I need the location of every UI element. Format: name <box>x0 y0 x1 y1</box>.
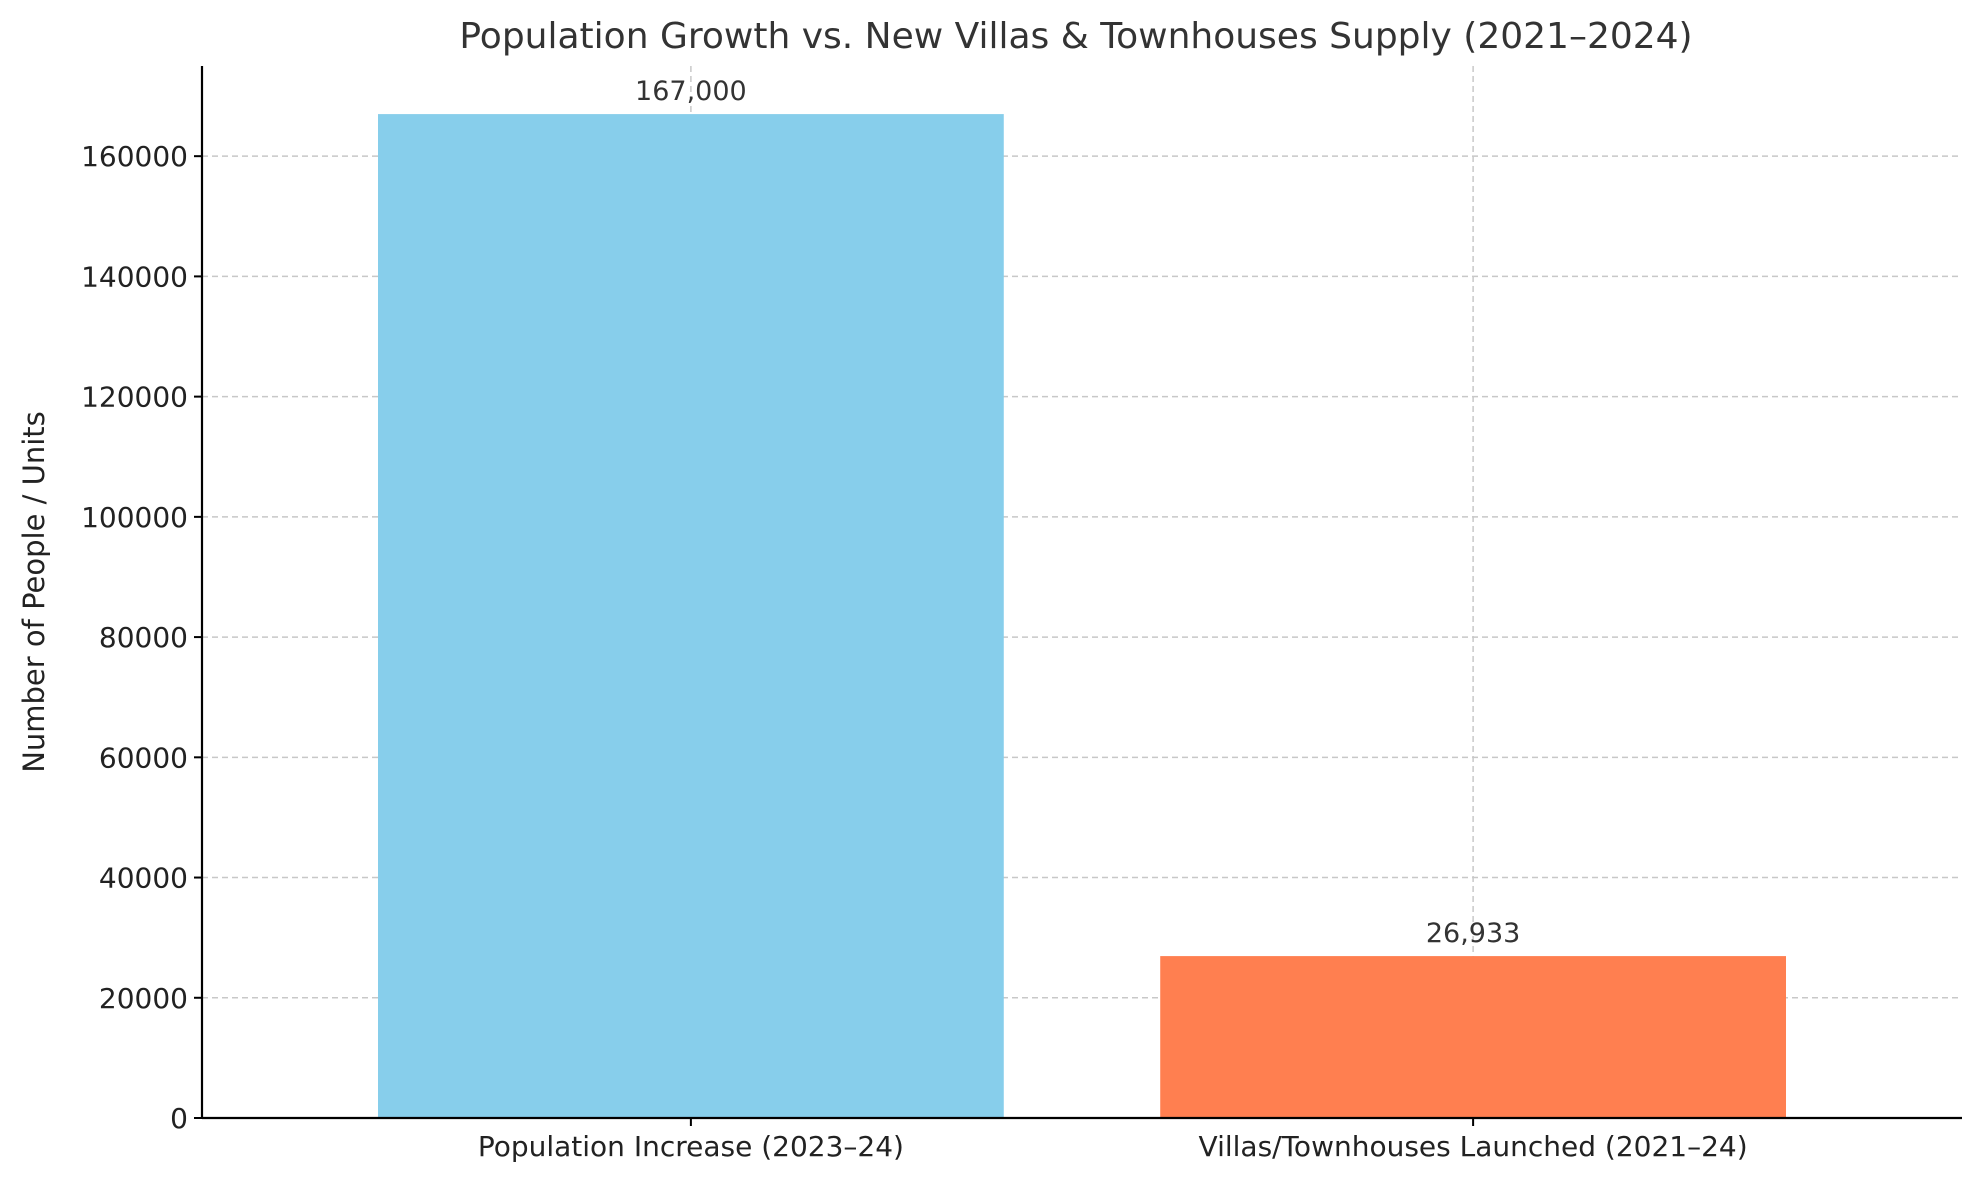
axes <box>200 66 1962 1120</box>
y-tick-label: 80000 <box>99 621 188 654</box>
y-tick-label: 100000 <box>81 501 188 534</box>
x-tick-label: Villas/Townhouses Launched (2021–24) <box>1199 1130 1748 1163</box>
y-ticks: 0 20000 40000 60000 80000 100000 120000 140000 1… <box>81 140 202 1135</box>
bar-2 <box>1160 956 1786 1118</box>
data-label: 167,000 <box>635 76 747 107</box>
data-labels: 167,000 26,933 <box>635 76 1520 949</box>
y-tick-label: 160000 <box>81 140 188 173</box>
y-tick-label: 20000 <box>99 982 188 1015</box>
bar-1 <box>378 114 1004 1118</box>
y-axis-label: Number of People / Units <box>17 411 51 773</box>
y-tick-label: 0 <box>170 1102 188 1135</box>
y-tick-label: 140000 <box>81 260 188 293</box>
bars <box>378 114 1786 1118</box>
y-tick-label: 60000 <box>99 741 188 774</box>
x-ticks: Population Increase (2023–24) Villas/Town… <box>478 1118 1748 1163</box>
x-tick-label: Population Increase (2023–24) <box>478 1130 904 1163</box>
y-tick-label: 40000 <box>99 862 188 895</box>
data-label: 26,933 <box>1426 918 1520 949</box>
chart-title: Population Growth vs. New Villas & Townh… <box>459 16 1692 57</box>
y-tick-label: 120000 <box>81 381 188 414</box>
